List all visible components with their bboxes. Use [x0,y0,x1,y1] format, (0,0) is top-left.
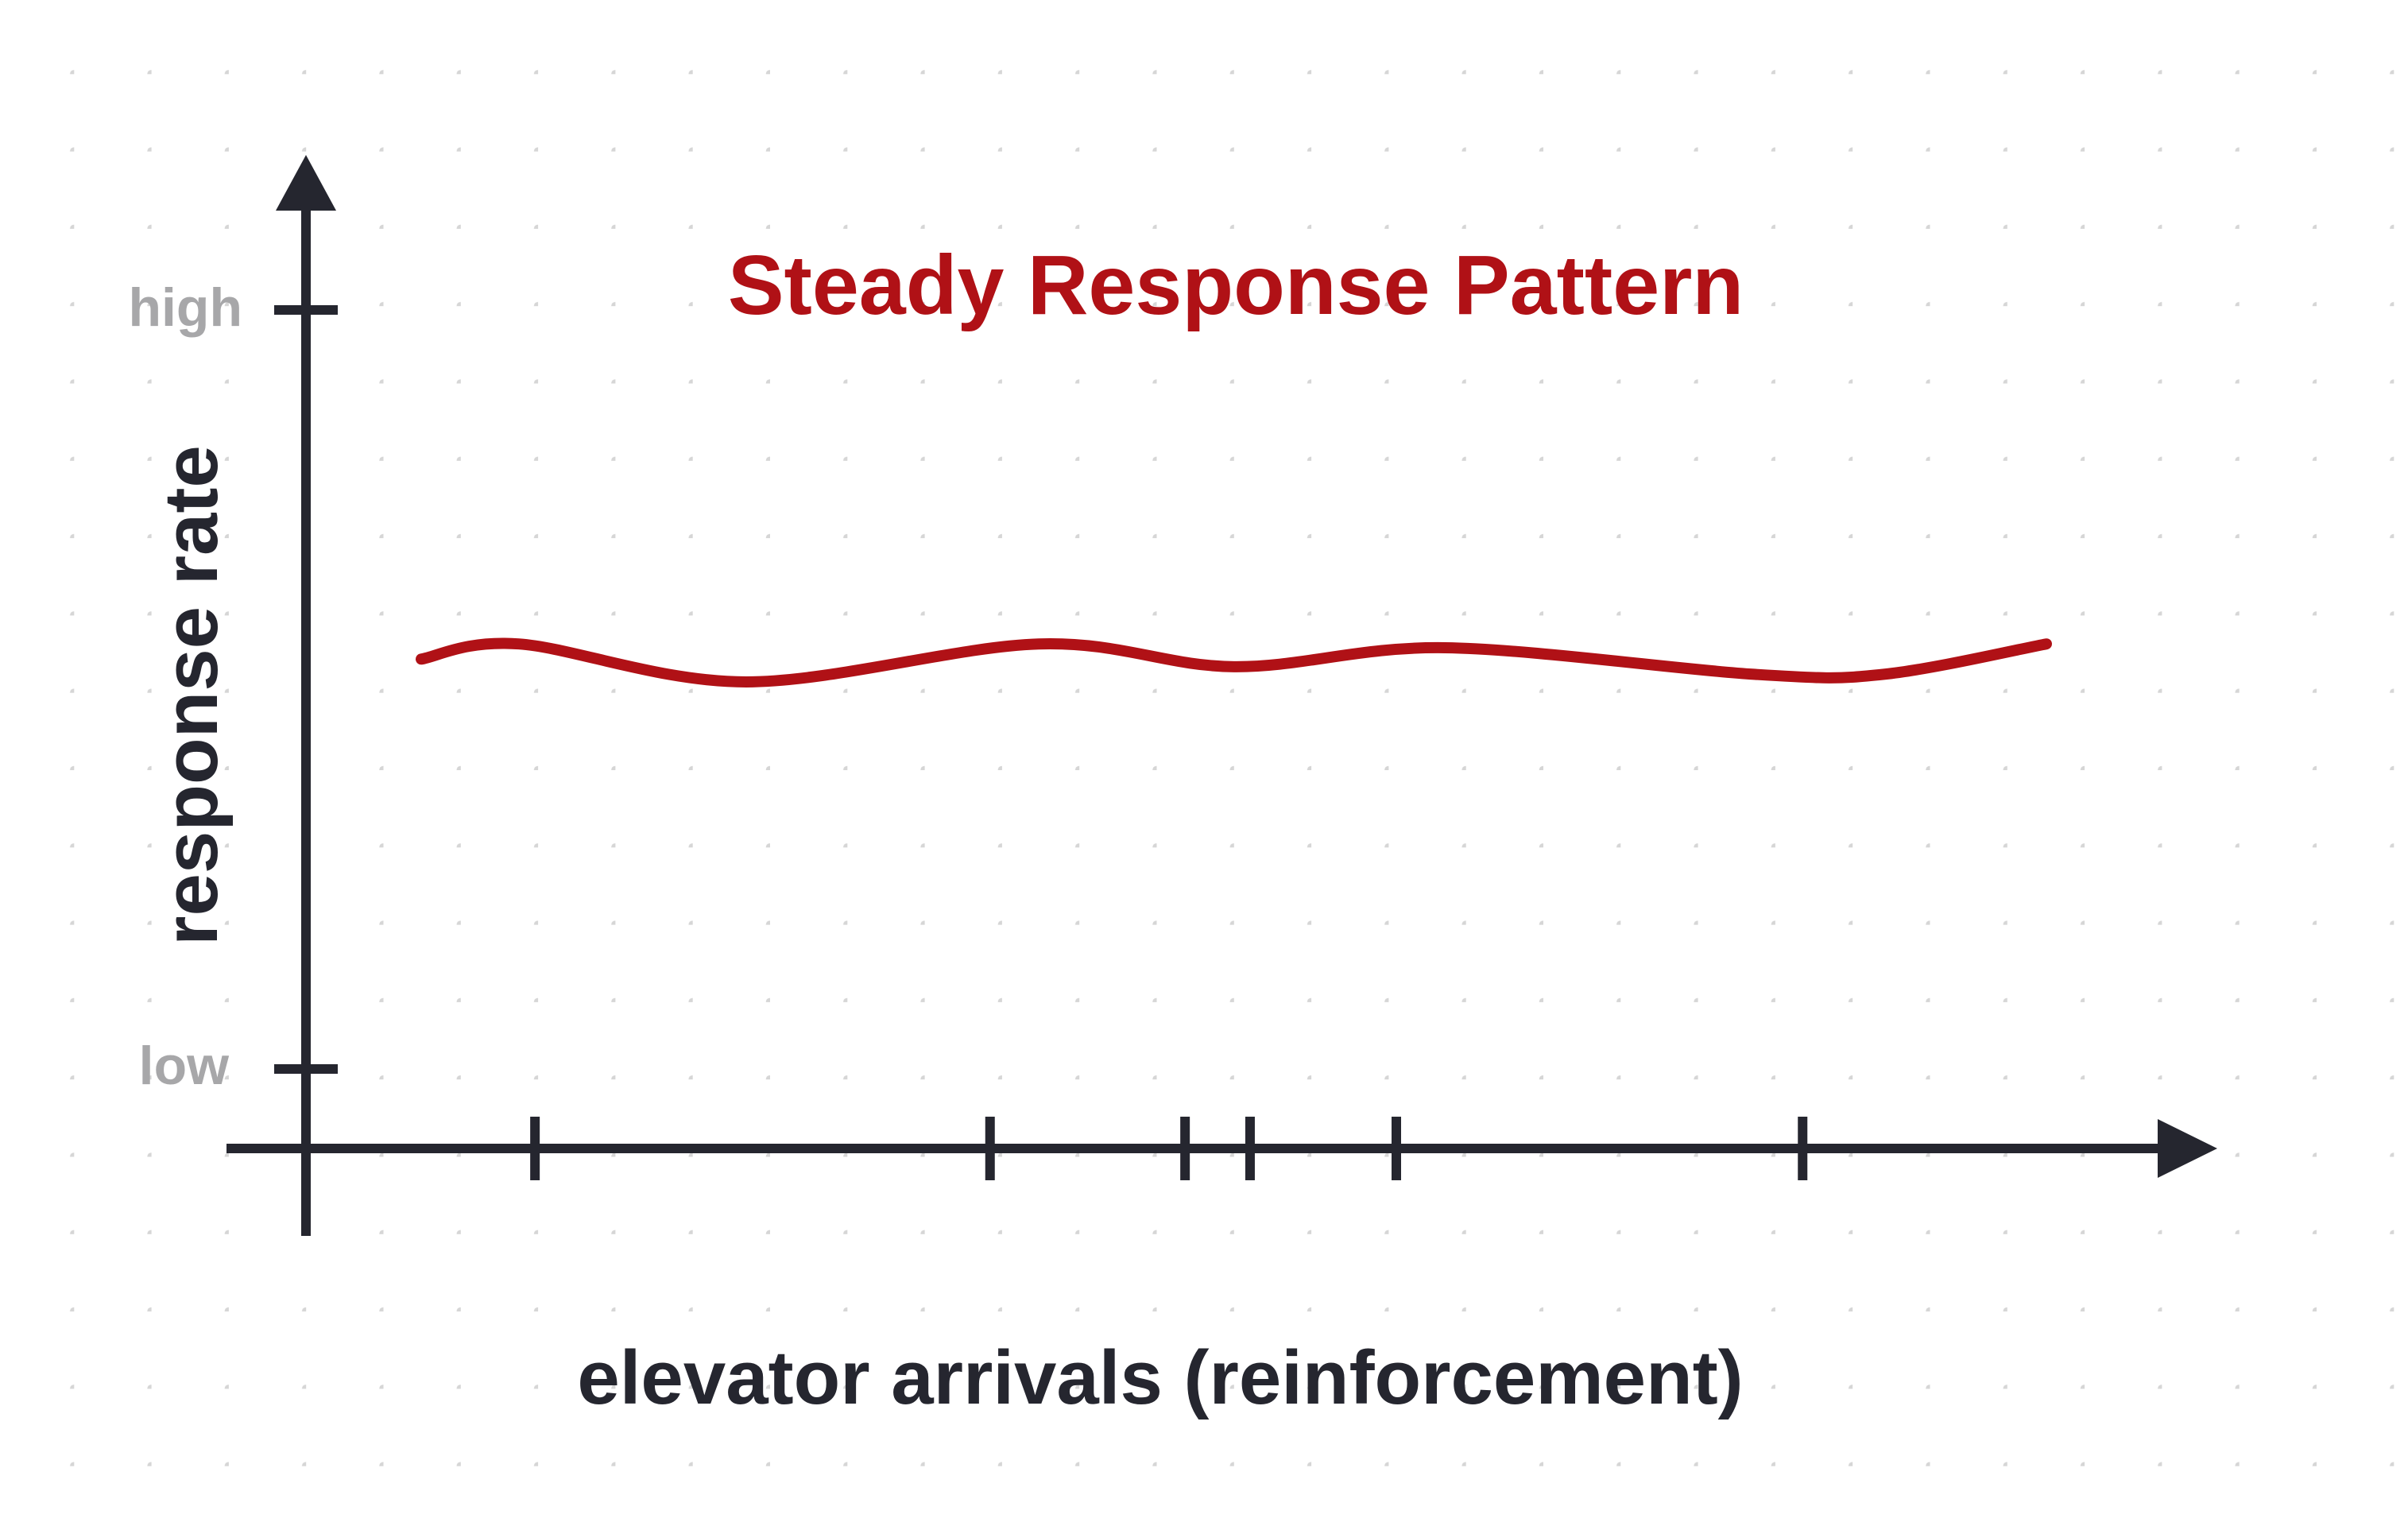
series-line [416,637,2052,687]
x-axis-arrowhead [2158,1119,2217,1178]
y-axis-label: response rate [149,445,234,946]
y-axis-arrowhead [276,155,336,211]
axes [226,155,2217,1236]
y-tick-label-low: low [139,1036,230,1096]
chart-title: Steady Response Pattern [728,238,1744,332]
x-axis-event-ticks [530,1117,1808,1180]
y-tick-label-high: high [128,277,242,338]
x-axis-label: elevator arrivals (reinforcement) [577,1335,1743,1420]
y-axis-ticks [274,305,338,1074]
